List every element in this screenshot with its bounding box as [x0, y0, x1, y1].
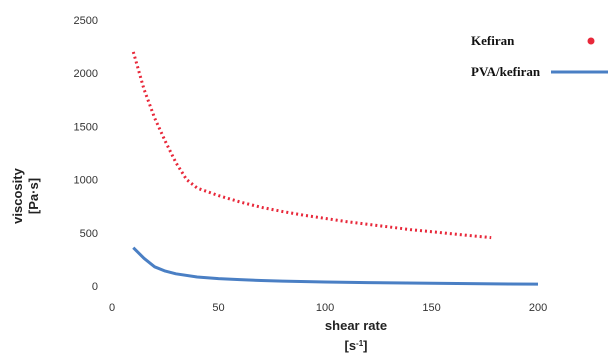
- x-tick-label: 100: [316, 302, 334, 314]
- y-tick-label: 1000: [74, 175, 98, 187]
- legend: Kefiran PVA/kefiran: [471, 33, 608, 79]
- y-tick-label: 1500: [74, 121, 98, 133]
- y-axis-unit: [Pa·s]: [26, 178, 41, 214]
- y-tick-label: 2500: [74, 15, 98, 27]
- x-tick-label: 200: [529, 302, 547, 314]
- x-tick-label: 0: [109, 302, 115, 314]
- x-tick-label: 150: [422, 302, 440, 314]
- y-axis-label: viscosity: [10, 167, 25, 223]
- legend-label-kefiran: Kefiran: [471, 33, 515, 48]
- series-line-pva-kefiran: [132, 246, 539, 286]
- x-tick-label: 50: [212, 302, 224, 314]
- y-tick-label: 0: [92, 281, 98, 293]
- x-axis-label: shear rate: [325, 318, 387, 333]
- x-axis-unit: [s-1]: [344, 338, 367, 353]
- plot-area: [131, 51, 539, 286]
- legend-label-pva-kefiran: PVA/kefiran: [471, 64, 541, 79]
- legend-marker-kefiran: [587, 37, 595, 45]
- series-line-kefiran: [131, 51, 492, 240]
- y-tick-label: 500: [80, 228, 98, 240]
- y-axis-ticks: 0 500 1000 1500 2000 2500: [74, 15, 98, 293]
- y-tick-label: 2000: [74, 68, 98, 80]
- x-axis-ticks: 0 50 100 150 200: [109, 302, 547, 314]
